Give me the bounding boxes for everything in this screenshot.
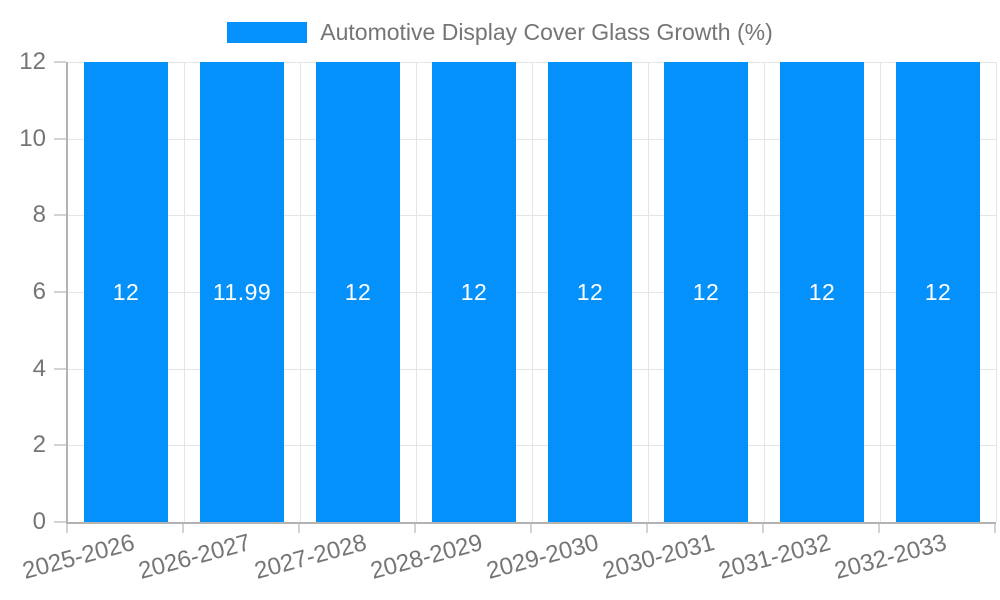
bar-value-label: 12 [112, 278, 140, 305]
y-axis-tick-label: 12 [19, 48, 46, 75]
x-tick-mark [994, 524, 996, 533]
x-axis-tick-label: 2030-2031 [599, 529, 718, 585]
bar[interactable]: 12 [664, 62, 748, 522]
x-tick-mark [762, 524, 764, 533]
gridline-vertical [184, 62, 185, 522]
x-tick-mark [878, 524, 880, 533]
bar-value-label: 12 [924, 278, 952, 305]
gridline-vertical [996, 62, 997, 522]
plot-area: 12 11.99 12 12 12 12 12 12 [66, 62, 997, 524]
gridline-vertical [648, 62, 649, 522]
y-axis-tick-label: 0 [32, 508, 46, 535]
gridline-vertical [764, 62, 765, 522]
y-tick-mark [54, 368, 66, 370]
y-axis-tick-label: 4 [32, 355, 46, 382]
x-tick-mark [66, 524, 68, 533]
gridline-vertical [880, 62, 881, 522]
x-axis-tick-label: 2031-2032 [715, 529, 834, 585]
bar[interactable]: 12 [780, 62, 864, 522]
bar-value-label: 12 [460, 278, 488, 305]
bar[interactable]: 12 [432, 62, 516, 522]
y-tick-mark [54, 138, 66, 140]
y-tick-mark [54, 444, 66, 446]
bar-value-label: 12 [576, 278, 604, 305]
y-tick-mark [54, 521, 66, 523]
bar[interactable]: 12 [548, 62, 632, 522]
y-tick-mark [54, 214, 66, 216]
y-tick-mark [54, 291, 66, 293]
legend-swatch [227, 21, 308, 43]
chart-legend[interactable]: Automotive Display Cover Glass Growth (%… [0, 19, 1000, 45]
x-axis-tick-label: 2025-2026 [19, 529, 138, 585]
gridline-vertical [532, 62, 533, 522]
bar-value-label: 12 [692, 278, 720, 305]
bar-value-label: 12 [808, 278, 836, 305]
x-axis-tick-label: 2032-2033 [831, 529, 950, 585]
bar[interactable]: 11.99 [200, 62, 284, 522]
x-tick-mark [298, 524, 300, 533]
bar[interactable]: 12 [316, 62, 400, 522]
y-tick-mark [54, 61, 66, 63]
x-axis-tick-label: 2029-2030 [483, 529, 602, 585]
x-tick-mark [182, 524, 184, 533]
y-axis-tick-label: 6 [32, 278, 46, 305]
x-axis-tick-label: 2026-2027 [135, 529, 254, 585]
y-axis-tick-label: 10 [19, 125, 46, 152]
y-axis-tick-label: 2 [32, 431, 46, 458]
bar[interactable]: 12 [896, 62, 980, 522]
x-axis-tick-label: 2028-2029 [367, 529, 486, 585]
bar-value-label: 11.99 [212, 278, 272, 305]
x-tick-mark [646, 524, 648, 533]
gridline-vertical [300, 62, 301, 522]
bar-value-label: 12 [344, 278, 372, 305]
bar[interactable]: 12 [84, 62, 168, 522]
gridline-vertical [416, 62, 417, 522]
legend-label: Automotive Display Cover Glass Growth (%… [320, 19, 773, 45]
x-tick-mark [530, 524, 532, 533]
y-axis-tick-label: 8 [32, 201, 46, 228]
x-tick-mark [414, 524, 416, 533]
x-axis-tick-label: 2027-2028 [251, 529, 370, 585]
